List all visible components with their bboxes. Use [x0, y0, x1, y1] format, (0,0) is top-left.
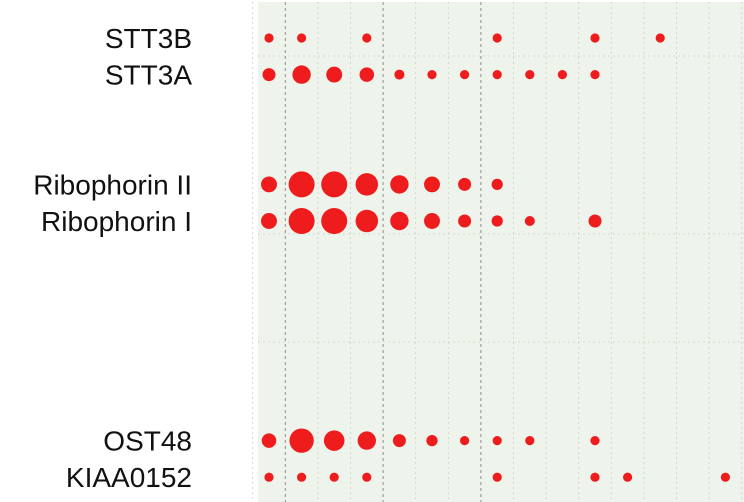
data-dot	[264, 33, 274, 43]
data-dot	[288, 171, 315, 198]
data-dot	[460, 436, 470, 446]
data-dot	[720, 472, 731, 482]
row-label: Ribophorin I	[41, 206, 192, 237]
data-dot	[492, 33, 502, 43]
data-dot	[525, 436, 535, 446]
row-label: OST48	[103, 426, 192, 457]
data-dot	[261, 433, 277, 448]
data-dot	[590, 436, 600, 446]
data-dot	[261, 176, 277, 193]
data-dot	[655, 33, 665, 43]
data-dot	[326, 66, 343, 83]
data-dot	[424, 176, 440, 193]
data-dot	[426, 434, 438, 447]
data-dot	[329, 472, 339, 482]
data-dot	[355, 209, 379, 233]
data-dot	[321, 171, 348, 198]
data-dot	[390, 211, 409, 231]
plot-panel	[258, 2, 744, 502]
data-dot	[525, 70, 535, 80]
data-dot	[492, 472, 502, 482]
row-label: STT3B	[105, 23, 192, 54]
data-dot	[357, 431, 376, 450]
data-dot	[323, 430, 345, 451]
data-dot	[392, 434, 406, 448]
data-dot	[427, 70, 437, 80]
data-dot	[557, 70, 568, 80]
data-dot	[492, 70, 502, 80]
data-dot	[288, 208, 315, 234]
row-label: KIAA0152	[66, 462, 192, 493]
data-dot	[590, 472, 600, 482]
data-dot	[262, 68, 276, 82]
data-dot	[264, 472, 274, 482]
data-dot	[492, 436, 502, 446]
data-dot	[424, 213, 440, 229]
data-dot	[491, 178, 503, 191]
data-dot	[590, 33, 600, 43]
data-dot	[359, 67, 375, 82]
grid-lines	[252, 2, 744, 502]
row-label-layer: STT3B STT3A Ribophorin II Ribophorin I OST48…	[33, 23, 192, 493]
data-dot	[588, 214, 602, 228]
data-dot	[394, 69, 405, 80]
data-dot	[590, 70, 600, 80]
data-dot	[623, 472, 633, 482]
row-label: Ribophorin II	[33, 169, 192, 200]
dot-layer	[261, 33, 731, 482]
data-dot	[289, 428, 314, 453]
data-dot	[362, 472, 372, 482]
row-label: STT3A	[105, 60, 192, 91]
data-dot	[292, 65, 311, 84]
data-dot	[390, 175, 409, 194]
data-dot	[458, 214, 472, 228]
data-dot	[321, 208, 348, 234]
data-dot	[362, 33, 372, 43]
data-dot	[458, 177, 472, 191]
data-dot	[355, 173, 379, 196]
data-dot	[491, 215, 503, 227]
data-dot	[261, 213, 277, 229]
data-dot	[460, 70, 470, 80]
data-dot	[524, 215, 535, 227]
data-dot	[297, 33, 307, 43]
data-dot	[297, 472, 307, 482]
